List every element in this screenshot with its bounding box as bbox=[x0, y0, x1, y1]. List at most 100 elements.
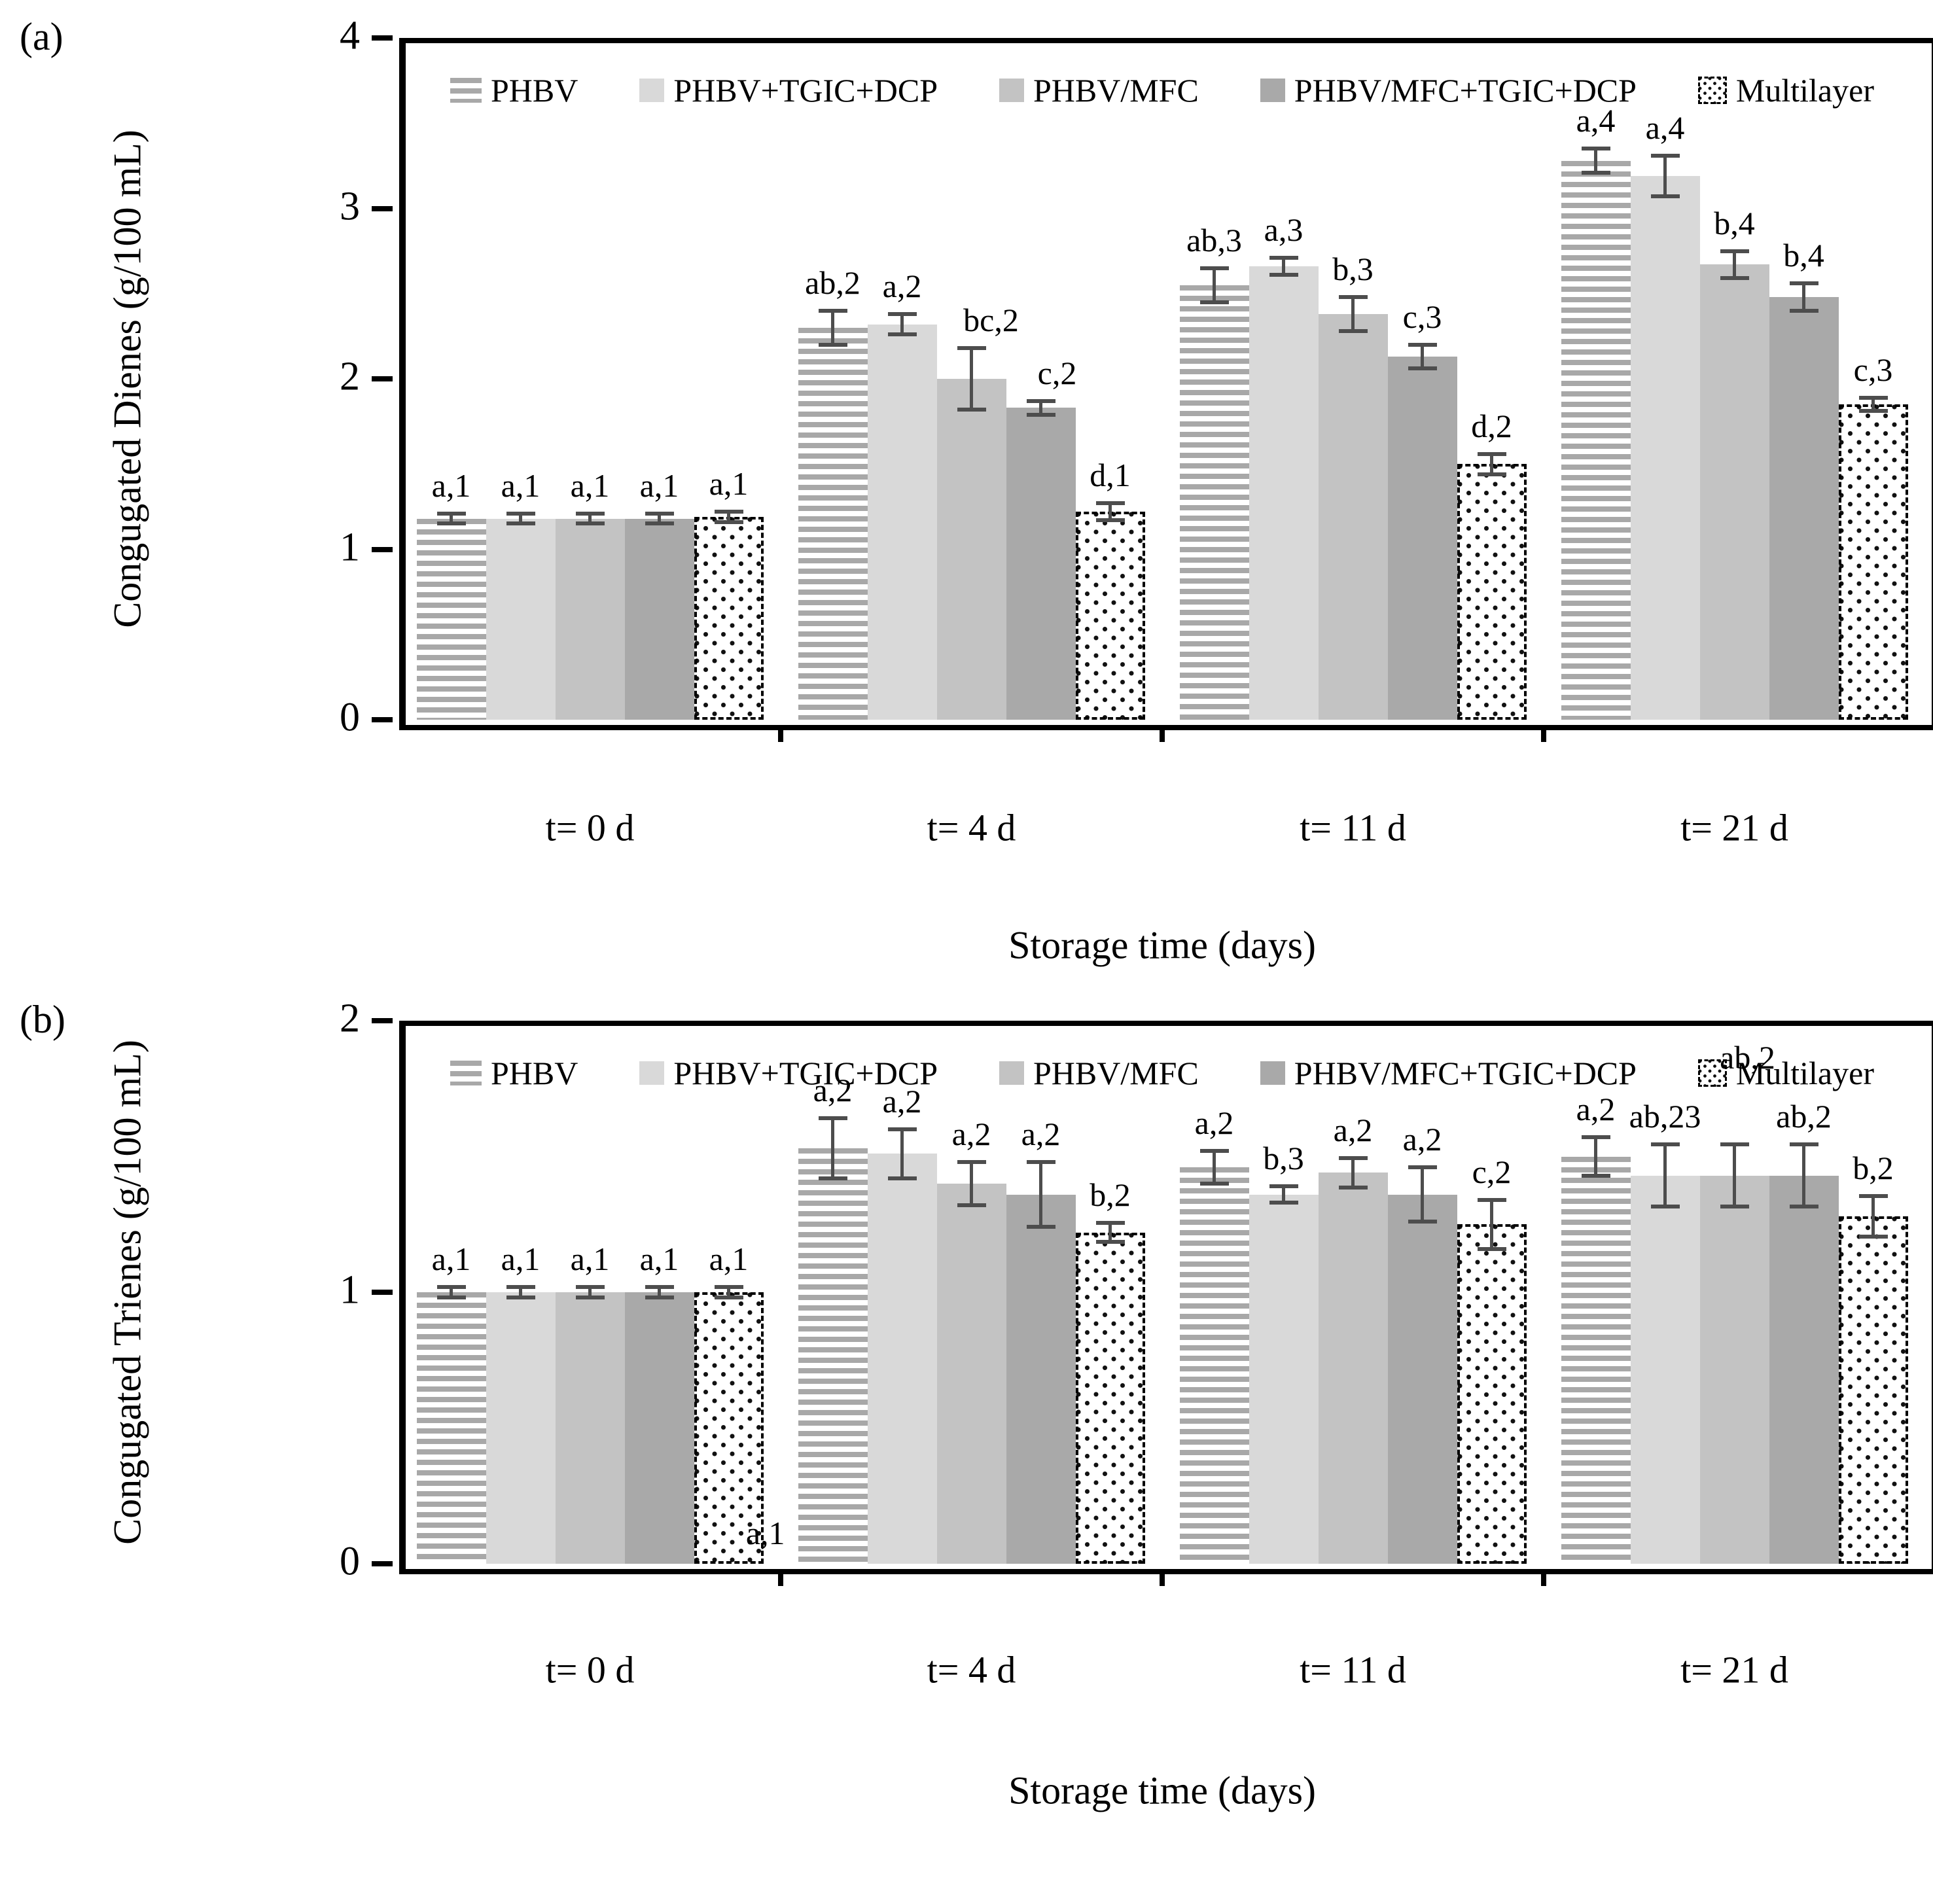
legend-item-multilayer: Multilayer bbox=[1697, 71, 1874, 109]
error-bar bbox=[1039, 400, 1042, 415]
significance-label: c,3 bbox=[1402, 298, 1442, 335]
legend-item-phbv-mfc: PHBV/MFC bbox=[999, 1054, 1199, 1092]
significance-label: b,3 bbox=[1263, 1140, 1304, 1177]
error-bar-cap-bottom bbox=[1269, 273, 1298, 277]
x-category-label: t= 11 d bbox=[1300, 806, 1406, 849]
significance-label: bc,2 bbox=[963, 302, 1019, 339]
error-bar bbox=[1663, 1144, 1667, 1207]
bar-phbv bbox=[798, 1148, 868, 1564]
error-bar-cap-top bbox=[1581, 147, 1610, 151]
error-bar bbox=[900, 314, 904, 335]
legend-swatch-solid-icon bbox=[999, 1061, 1024, 1085]
error-bar-cap-bottom bbox=[506, 521, 535, 526]
error-bar-cap-top bbox=[1095, 501, 1125, 506]
y-tick-label: 0 bbox=[340, 1539, 360, 1584]
error-bar-cap-bottom bbox=[887, 1176, 917, 1180]
legend-item-multilayer: Multilayer bbox=[1697, 1054, 1874, 1092]
legend-swatch-dots-icon bbox=[1697, 77, 1727, 104]
error-bar bbox=[1282, 1186, 1285, 1203]
legend-swatch-solid-icon bbox=[1260, 79, 1285, 102]
x-category-label: t= 21 d bbox=[1680, 1648, 1788, 1691]
legend-swatch-solid-icon bbox=[999, 79, 1024, 102]
error-bar-cap-bottom bbox=[436, 521, 466, 526]
significance-label: c,2 bbox=[1472, 1153, 1512, 1190]
y-tick-label: 4 bbox=[340, 13, 360, 58]
significance-label: c,2 bbox=[1037, 354, 1077, 391]
bar-multilayer bbox=[694, 517, 764, 720]
error-bar bbox=[588, 513, 592, 524]
y-tick-label: 1 bbox=[340, 1267, 360, 1313]
bar-phbv-tgic-dcp bbox=[486, 518, 556, 720]
significance-label: c,3 bbox=[1853, 351, 1893, 388]
significance-label: a,1 bbox=[639, 467, 679, 504]
error-bar-cap-top bbox=[1720, 249, 1749, 253]
bar-phbv-tgic-dcp bbox=[867, 324, 937, 720]
bar-phbv-tgic-dcp bbox=[1630, 1175, 1700, 1564]
error-bar-cap-top bbox=[1477, 451, 1506, 456]
legend-swatch-dots-icon bbox=[1697, 1059, 1727, 1087]
error-bar bbox=[1490, 1199, 1493, 1249]
legend-item-phbv-mfc-tgic-dcp: PHBV/MFC+TGIC+DCP bbox=[1260, 1054, 1637, 1092]
bar-phbv-mfc bbox=[936, 1184, 1006, 1564]
error-bar-cap-bottom bbox=[887, 332, 917, 337]
error-bar-cap-top bbox=[714, 510, 743, 514]
x-category-label: t= 11 d bbox=[1300, 1648, 1406, 1691]
significance-label: ab,23 bbox=[1629, 1097, 1701, 1135]
y-tick-label: 2 bbox=[340, 996, 360, 1041]
error-bar-cap-bottom bbox=[1858, 1234, 1888, 1239]
x-axis-title-storage-time-b: Storage time (days) bbox=[1008, 1769, 1316, 1812]
legend-label: PHBV/MFC+TGIC+DCP bbox=[1294, 72, 1637, 109]
x-category-label: t= 4 d bbox=[927, 806, 1016, 849]
error-bar-cap-top bbox=[1408, 1165, 1437, 1170]
error-bar-cap-top bbox=[1650, 1142, 1680, 1146]
error-bar bbox=[1421, 344, 1424, 369]
bar-phbv-tgic-dcp bbox=[1249, 266, 1319, 720]
significance-label: b,2 bbox=[1090, 1176, 1131, 1214]
error-bar-cap-bottom bbox=[714, 520, 743, 524]
error-bar-cap-top bbox=[1199, 1149, 1229, 1154]
error-bar-cap-bottom bbox=[1199, 1182, 1229, 1186]
error-bar bbox=[1108, 1223, 1112, 1243]
significance-label: b,2 bbox=[1853, 1149, 1894, 1186]
y-axis-tick bbox=[372, 1018, 393, 1023]
significance-label: a,2 bbox=[1576, 1091, 1616, 1128]
error-bar bbox=[831, 310, 834, 345]
x-axis-tick bbox=[1541, 1569, 1546, 1586]
error-bar-cap-top bbox=[1269, 256, 1298, 260]
y-axis-tick bbox=[372, 1290, 393, 1295]
error-bar-cap-top bbox=[436, 1284, 466, 1289]
y-axis-tick bbox=[372, 717, 393, 722]
error-bar bbox=[1594, 1137, 1597, 1176]
bar-phbv bbox=[416, 1292, 486, 1564]
y-tick-label: 1 bbox=[340, 525, 360, 570]
y-axis-tick bbox=[372, 376, 393, 381]
error-bar bbox=[1802, 1144, 1805, 1207]
bar-phbv-mfc bbox=[555, 1292, 625, 1564]
error-bar-cap-top bbox=[1858, 1193, 1888, 1198]
error-bar-cap-bottom bbox=[957, 407, 986, 412]
error-bar bbox=[1213, 268, 1216, 302]
legend-item-phbv-tgic-dcp: PHBV+TGIC+DCP bbox=[639, 1054, 938, 1092]
error-bar-cap-bottom bbox=[1720, 276, 1749, 281]
error-bar-cap-bottom bbox=[1477, 472, 1506, 476]
significance-label: a,2 bbox=[951, 1115, 991, 1152]
y-axis-title-trienes: Congugated Trienes (g/100 mL) bbox=[105, 1040, 149, 1545]
error-bar bbox=[1871, 397, 1875, 412]
error-bar bbox=[1733, 251, 1736, 279]
stray-annotation-label: a,1 bbox=[745, 1514, 785, 1551]
significance-label: a,1 bbox=[709, 1240, 749, 1277]
error-bar-cap-top bbox=[1269, 1184, 1298, 1189]
error-bar-cap-bottom bbox=[575, 1296, 605, 1300]
plot-area bbox=[399, 1021, 1933, 1574]
significance-label: a,2 bbox=[1021, 1115, 1061, 1152]
error-bar-cap-bottom bbox=[1338, 329, 1368, 334]
error-bar bbox=[1594, 149, 1597, 173]
error-bar bbox=[1213, 1151, 1216, 1184]
x-axis-title-storage-time-a: Storage time (days) bbox=[1008, 923, 1316, 967]
error-bar-cap-bottom bbox=[818, 1176, 847, 1180]
error-bar bbox=[900, 1129, 904, 1178]
significance-label: b,3 bbox=[1332, 250, 1374, 287]
bar-phbv bbox=[1179, 1167, 1249, 1564]
significance-label: a,3 bbox=[1264, 211, 1303, 249]
